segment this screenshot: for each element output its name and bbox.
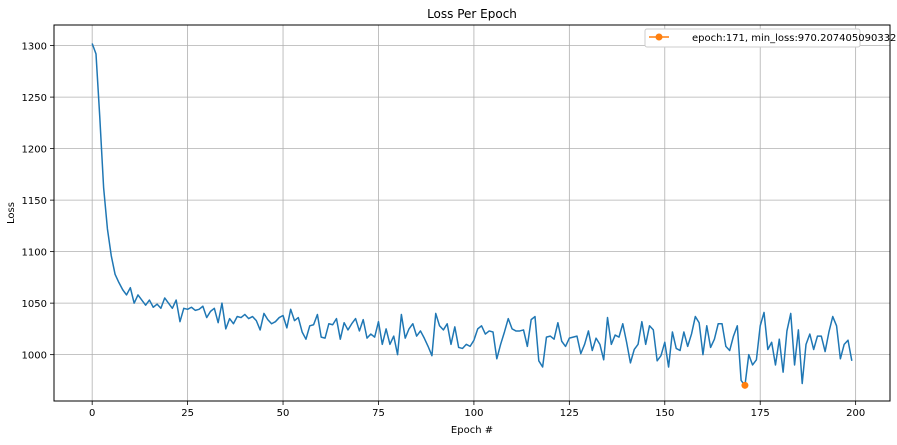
grid bbox=[54, 25, 890, 401]
x-tick-label: 150 bbox=[655, 408, 674, 419]
legend-box bbox=[644, 28, 861, 48]
plot-area-frame bbox=[53, 24, 891, 402]
loss-series-line bbox=[91, 43, 853, 387]
y-axis-label: Loss bbox=[6, 202, 17, 224]
legend-label: epoch:171, min_loss:970.207405090332 bbox=[692, 33, 896, 44]
legend-marker-swatch bbox=[655, 33, 663, 41]
x-tick-label: 175 bbox=[751, 408, 770, 419]
series-layer bbox=[91, 43, 853, 389]
y-tick-label: 1000 bbox=[22, 351, 47, 362]
y-tick-label: 1250 bbox=[22, 93, 47, 104]
y-tick-label: 1300 bbox=[22, 42, 47, 53]
x-tick-label: 50 bbox=[277, 408, 290, 419]
x-axis-label: Epoch # bbox=[451, 425, 493, 436]
x-tick-label: 125 bbox=[560, 408, 579, 419]
y-tick-label: 1050 bbox=[22, 299, 47, 310]
x-tick-label: 25 bbox=[181, 408, 194, 419]
x-tick-label: 100 bbox=[464, 408, 483, 419]
min-loss-marker bbox=[741, 381, 749, 389]
x-tick-label: 75 bbox=[372, 408, 385, 419]
y-tick-label: 1100 bbox=[22, 248, 47, 259]
legend: epoch:171, min_loss:970.207405090332 bbox=[644, 28, 896, 48]
x-tick-label: 200 bbox=[846, 408, 865, 419]
chart-title: Loss Per Epoch bbox=[427, 7, 517, 21]
y-tick-label: 1150 bbox=[22, 196, 47, 207]
x-tick-label: 0 bbox=[89, 408, 95, 419]
y-tick-label: 1200 bbox=[22, 145, 47, 156]
axis-ticks: 0 25 50 75 100 125 150 175 200 1000 1050 1100 1150 12… bbox=[22, 42, 866, 419]
